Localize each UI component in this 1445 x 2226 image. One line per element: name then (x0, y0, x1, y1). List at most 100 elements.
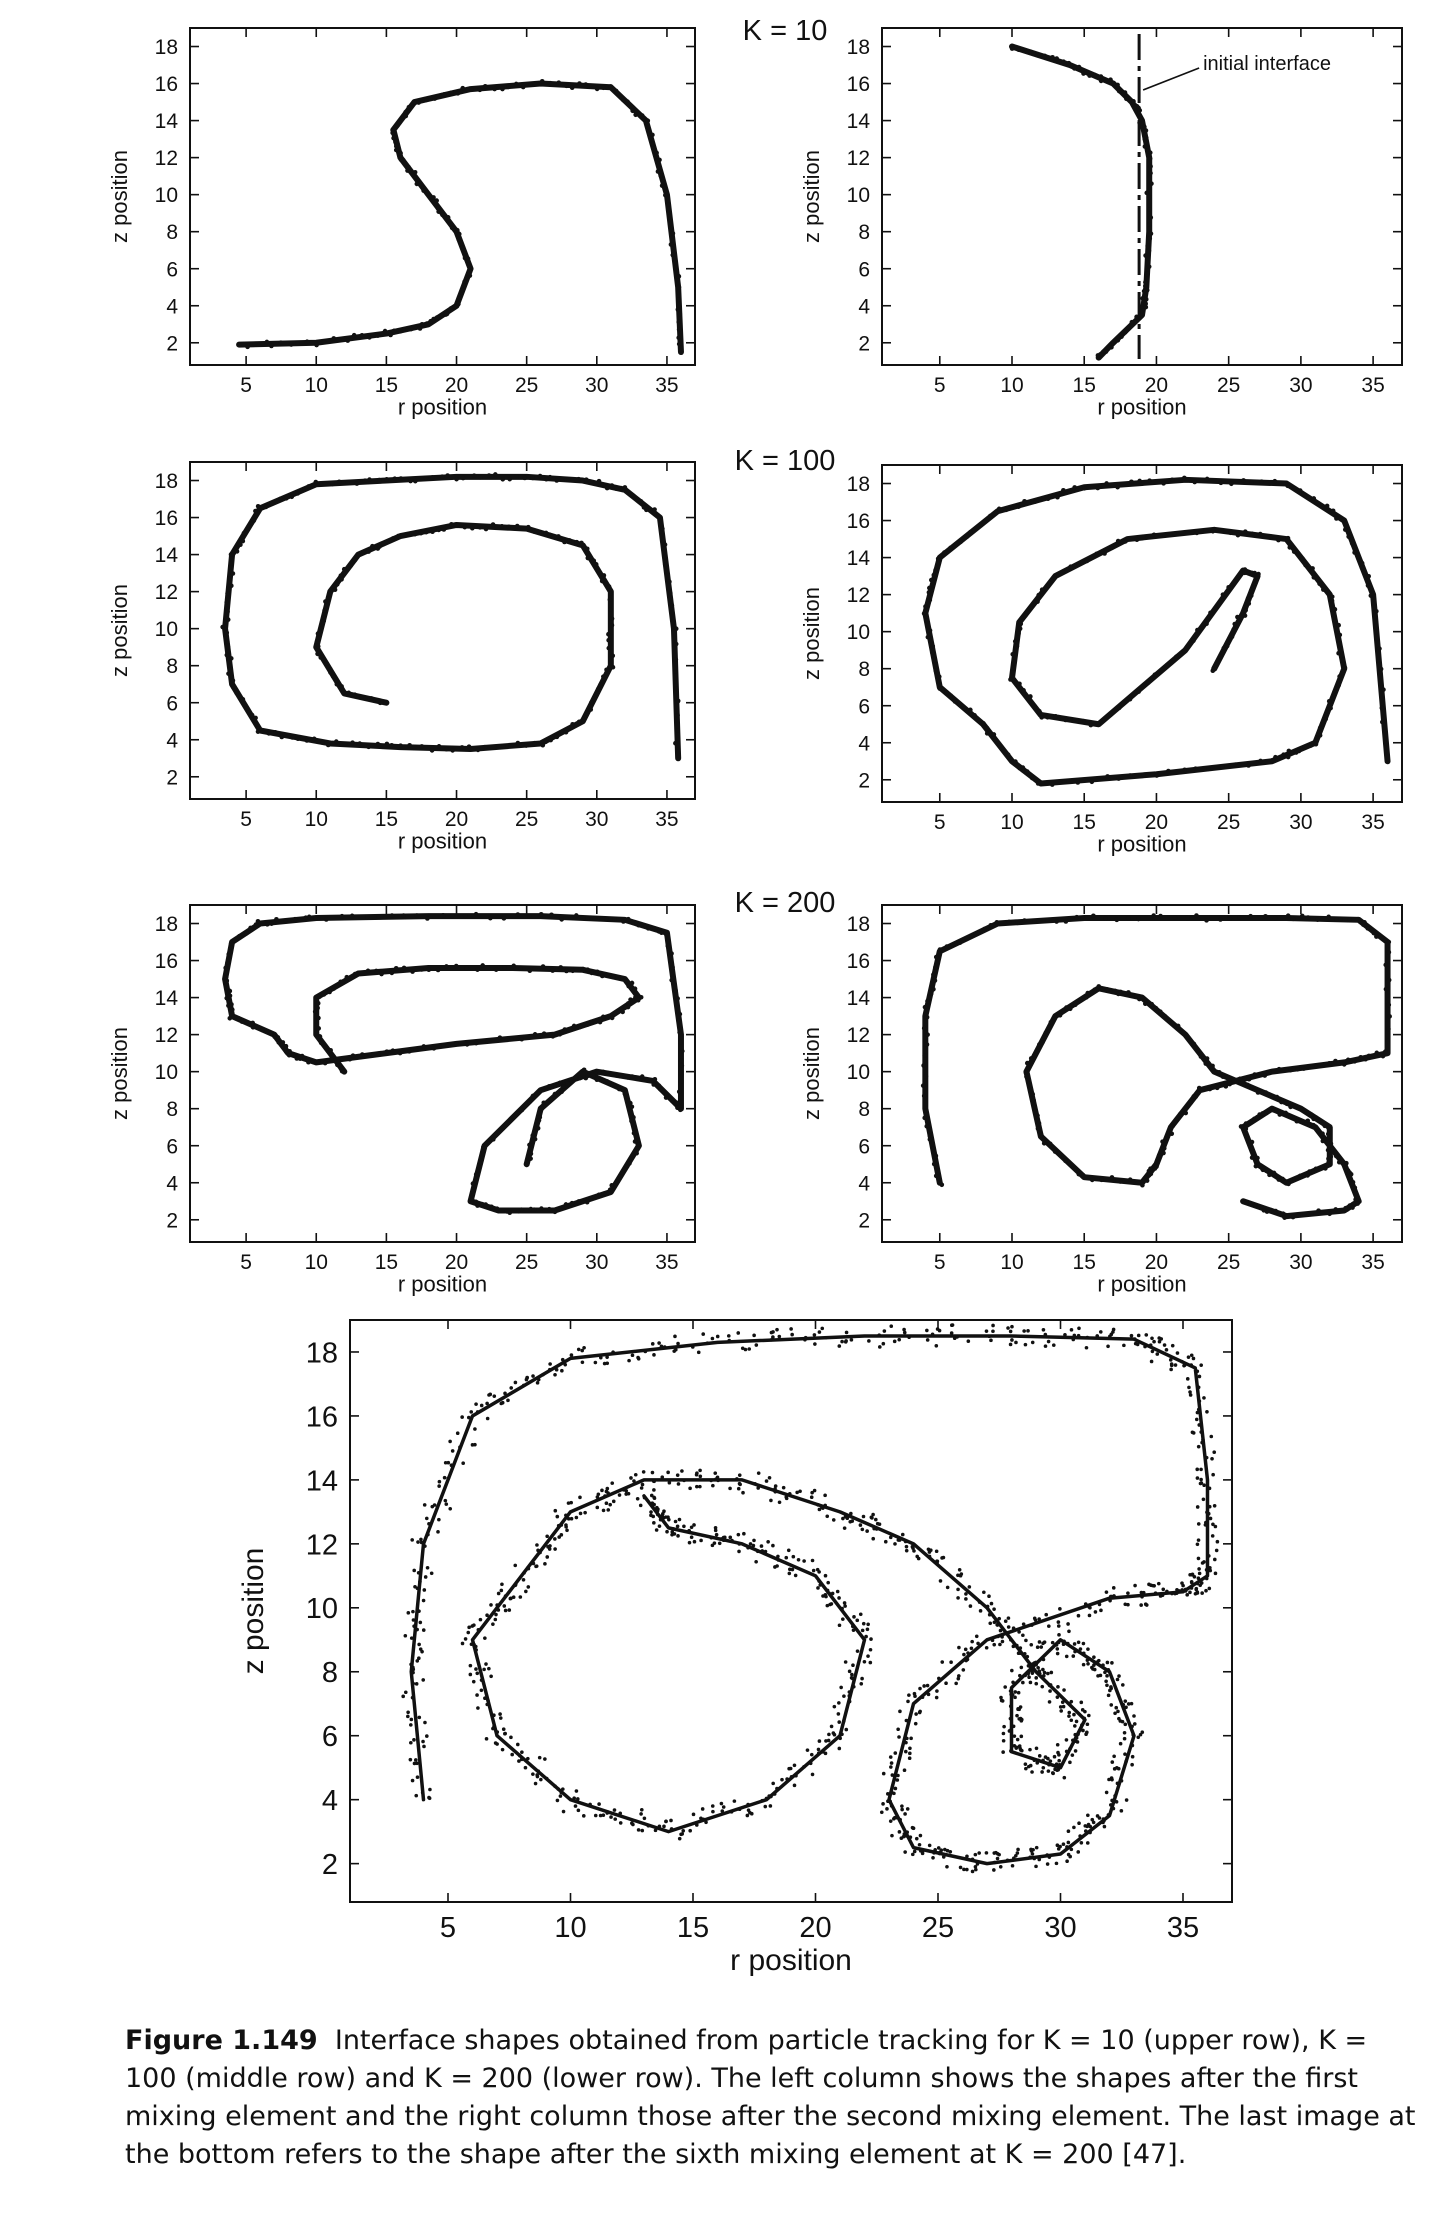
particle-point (421, 1628, 426, 1632)
particle-point (1137, 114, 1143, 119)
particle-point (756, 1549, 760, 1554)
particle-point (576, 1199, 582, 1204)
particle-point (503, 1594, 508, 1598)
particle-point (649, 1493, 654, 1498)
y-tick-label: 6 (858, 1135, 870, 1158)
particle-point (831, 1731, 836, 1735)
particle-point (345, 338, 351, 343)
particle-point (511, 1595, 516, 1600)
particle-point (667, 213, 673, 219)
particle-point (1197, 1571, 1202, 1576)
particle-point (613, 1817, 618, 1821)
particle-point (583, 82, 589, 87)
particle-point (1273, 1208, 1279, 1214)
particle-point (255, 503, 261, 509)
particle-point (1104, 1590, 1109, 1594)
particle-point (1058, 1607, 1062, 1611)
particle-point (610, 974, 616, 980)
particle-point (1041, 1758, 1045, 1763)
particle-point (786, 1548, 791, 1553)
particle-point (1026, 1671, 1030, 1676)
particle-point (501, 744, 506, 749)
y-tick-label: 10 (847, 184, 870, 207)
particle-point (1034, 1681, 1039, 1686)
particle-point (933, 964, 938, 970)
particle-point (892, 1791, 896, 1796)
particle-point (338, 573, 344, 578)
particle-point (1056, 1767, 1061, 1772)
particle-point (471, 1187, 476, 1192)
particle-point (855, 1618, 860, 1623)
particle-point (1041, 1140, 1047, 1146)
particle-point (350, 740, 355, 746)
particle-point (928, 991, 934, 996)
particle-point (295, 340, 300, 346)
particle-point (1320, 1138, 1326, 1144)
particle-point (224, 638, 230, 644)
particle-point (1043, 1332, 1048, 1337)
particle-point (935, 556, 941, 562)
particle-point (1072, 66, 1077, 71)
particle-point (1231, 1079, 1237, 1084)
particle-point (662, 562, 668, 568)
particle-point (1204, 1576, 1209, 1581)
particle-point (1158, 1594, 1163, 1598)
particle-point (1385, 1038, 1390, 1044)
particle-point (1037, 1640, 1042, 1644)
particle-point (713, 1471, 718, 1475)
particle-point (1115, 337, 1121, 343)
particle-point (500, 86, 505, 92)
particle-point (224, 652, 230, 658)
particle-point (462, 255, 468, 261)
particle-point (376, 477, 382, 483)
particle-point (1066, 1840, 1071, 1845)
y-tick-label: 10 (155, 618, 178, 641)
particle-point (1378, 666, 1384, 672)
particle-point (736, 1532, 741, 1537)
particle-point (550, 1034, 556, 1039)
particle-point (1082, 1717, 1087, 1722)
particle-point (922, 1115, 927, 1121)
particle-point (670, 252, 676, 258)
particle-point (1383, 962, 1389, 968)
particle-point (745, 1813, 750, 1818)
particle-point (1052, 1754, 1057, 1759)
particle-point (564, 1525, 568, 1529)
particle-point (306, 484, 311, 489)
particle-point (410, 1695, 415, 1700)
particle-point (844, 1330, 849, 1335)
particle-point (265, 922, 270, 927)
particle-point (1149, 1001, 1155, 1007)
particle-point (795, 1490, 799, 1495)
particle-point (1116, 1709, 1120, 1714)
particle-point (227, 993, 233, 999)
particle-point (596, 1192, 602, 1198)
particle-point (1185, 1593, 1189, 1597)
particle-point (619, 485, 624, 491)
particle-point (1187, 1038, 1193, 1044)
particle-point (520, 1750, 524, 1754)
particle-point (920, 1851, 925, 1856)
particle-point (518, 966, 523, 971)
y-tick-label: 10 (847, 1061, 870, 1084)
particle-point (1112, 1754, 1116, 1759)
particle-point (1351, 1201, 1356, 1207)
particle-point (595, 1495, 600, 1499)
particle-point (332, 587, 338, 593)
particle-point (824, 1739, 828, 1743)
particle-point (1140, 1182, 1145, 1188)
particle-point (1195, 627, 1200, 633)
particle-point (1052, 1015, 1057, 1021)
particle-point (522, 1571, 526, 1575)
x-axis-label: r position (1097, 831, 1186, 856)
particle-point (223, 974, 229, 980)
particle-point (1285, 535, 1291, 541)
particle-point (1018, 621, 1024, 627)
particle-point (1313, 1115, 1319, 1120)
particle-point (1336, 641, 1342, 646)
particle-point (416, 1540, 420, 1544)
particle-point (1188, 1390, 1192, 1394)
particle-point (1187, 1385, 1191, 1390)
particle-point (789, 1774, 794, 1779)
